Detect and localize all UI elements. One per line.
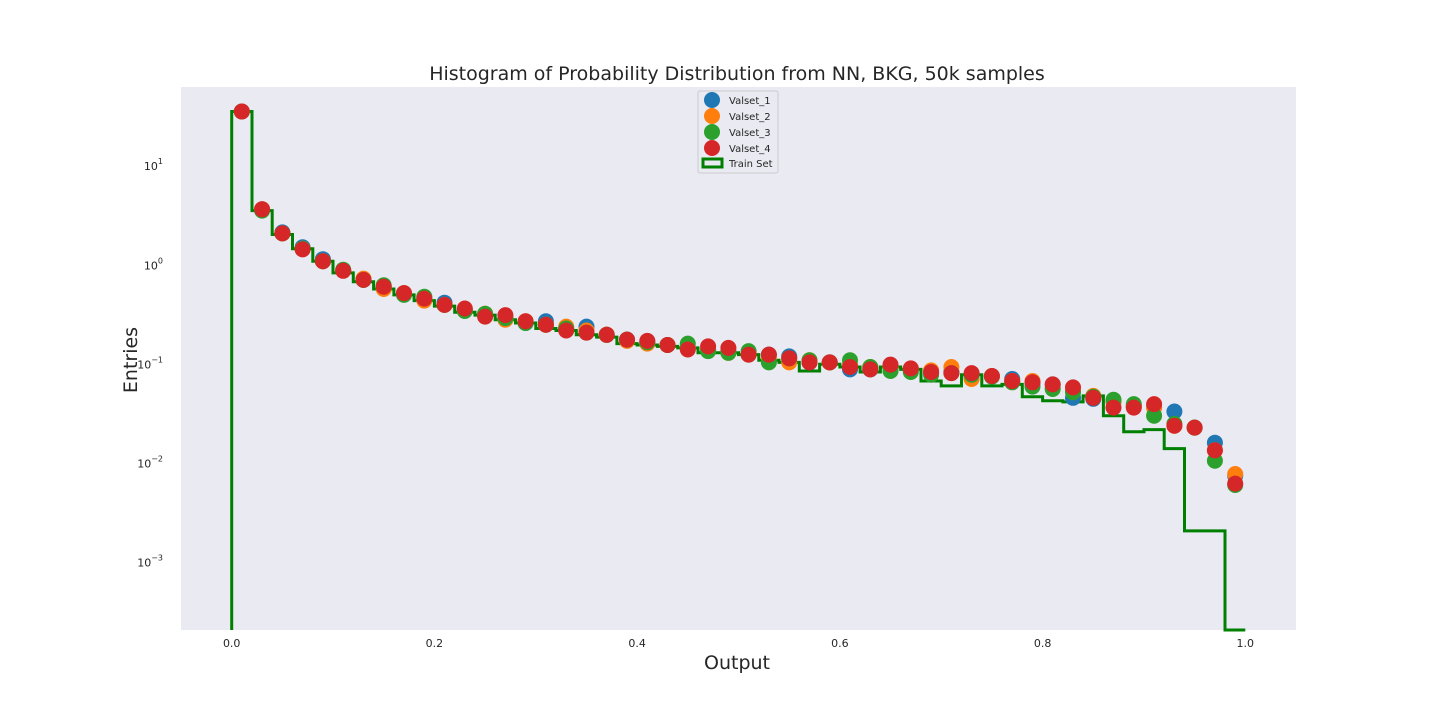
legend: Valset_1 Valset_2 Valset_3 Valset_4 Train Se… (697, 90, 779, 174)
y-axis-ticks: 10−3 10−2 10−1 100 101 (137, 157, 163, 570)
point-valset-4 (254, 201, 271, 218)
legend-marker (704, 124, 720, 140)
point-valset-4 (1206, 442, 1223, 459)
point-valset-4 (497, 307, 514, 324)
point-valset-4 (274, 225, 291, 242)
point-valset-4 (578, 324, 595, 341)
point-valset-4 (720, 339, 737, 356)
legend-marker (704, 92, 720, 108)
point-valset-4 (1146, 396, 1163, 413)
point-valset-4 (639, 332, 656, 349)
train-set-step-line (230, 110, 1246, 632)
legend-marker (701, 157, 724, 169)
y-tick-label: 100 (144, 256, 163, 272)
point-valset-4 (294, 241, 311, 258)
point-valset-4 (760, 346, 777, 363)
y-tick-label: 10−2 (137, 455, 163, 471)
point-valset-4 (558, 322, 575, 339)
y-tick-label: 101 (144, 157, 163, 173)
legend-label: Valset_3 (729, 128, 771, 139)
point-valset-4 (943, 365, 960, 382)
point-valset-4 (700, 338, 717, 355)
point-valset-4 (1085, 389, 1102, 406)
point-valset-4 (517, 313, 534, 330)
point-valset-4 (902, 360, 919, 377)
point-valset-4 (1065, 379, 1081, 396)
point-valset-1 (1166, 403, 1183, 420)
x-tick-label: 0.8 (1034, 637, 1052, 650)
point-valset-4 (456, 300, 473, 317)
point-valset-4 (314, 253, 331, 270)
point-valset-4 (1105, 399, 1122, 416)
chart-title: Histogram of Probability Distribution fr… (429, 63, 1045, 85)
legend-marker (704, 140, 720, 156)
point-valset-4 (396, 285, 412, 302)
point-valset-4 (842, 359, 858, 375)
point-valset-4 (801, 354, 818, 371)
legend-label: Valset_4 (729, 144, 771, 155)
legend-marker (704, 108, 720, 124)
x-axis-ticks: 0.0 0.2 0.4 0.6 0.8 1.0 (223, 637, 1254, 650)
point-valset-4 (1004, 373, 1021, 389)
point-valset-4 (335, 262, 352, 279)
point-valset-4 (375, 278, 392, 295)
y-tick-label: 10−3 (137, 554, 163, 570)
y-tick-label: 10−1 (137, 355, 163, 371)
point-valset-4 (416, 290, 433, 307)
point-valset-4 (1125, 399, 1142, 416)
y-axis-label: Entries (120, 327, 142, 393)
point-valset-4 (598, 326, 615, 343)
point-valset-4 (1044, 376, 1061, 393)
point-valset-4 (740, 346, 757, 363)
point-valset-4 (821, 354, 838, 371)
point-valset-4 (923, 364, 940, 380)
x-tick-label: 0.2 (426, 637, 444, 650)
valset-points-layer (233, 103, 1244, 493)
point-valset-4 (477, 308, 494, 325)
point-valset-4 (1227, 475, 1244, 492)
x-axis-label: Output (704, 652, 770, 674)
x-tick-label: 0.6 (831, 637, 849, 650)
x-tick-label: 0.0 (223, 637, 241, 650)
x-tick-label: 0.4 (628, 637, 646, 650)
point-valset-4 (1024, 374, 1041, 391)
point-valset-4 (619, 331, 635, 348)
train-set-step-layer (230, 110, 1246, 632)
point-valset-4 (679, 341, 696, 358)
point-valset-4 (781, 350, 798, 367)
point-valset-4 (1166, 417, 1183, 434)
point-valset-4 (659, 337, 676, 353)
legend-label: Valset_1 (729, 96, 771, 107)
point-valset-4 (537, 316, 554, 333)
point-valset-4 (233, 103, 250, 120)
point-valset-3 (1146, 407, 1163, 424)
point-valset-4 (1186, 419, 1203, 436)
point-valset-4 (963, 365, 980, 382)
point-valset-4 (355, 271, 372, 288)
legend-label: Train Set (728, 159, 773, 170)
x-tick-label: 1.0 (1237, 637, 1255, 650)
point-valset-4 (882, 356, 899, 373)
point-valset-4 (862, 361, 879, 378)
point-valset-4 (436, 296, 453, 313)
legend-label: Valset_2 (729, 112, 771, 123)
plot-area (181, 87, 1296, 630)
point-valset-4 (983, 368, 1000, 384)
